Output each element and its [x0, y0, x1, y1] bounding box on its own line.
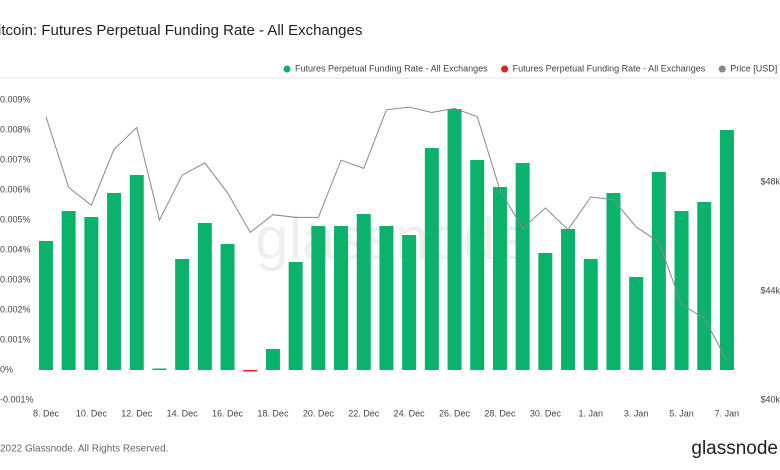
bar	[538, 253, 553, 370]
y2-tick-label: $44k	[760, 285, 780, 295]
x-tick-label: 8. Dec	[33, 408, 60, 418]
y2-tick-label: $48k	[760, 176, 780, 186]
x-tick-label: 14. Dec	[167, 408, 199, 418]
x-tick-label: 7. Jan	[715, 408, 740, 418]
legend-swatch	[718, 65, 726, 73]
chart-title: itcoin: Futures Perpetual Funding Rate -…	[0, 22, 362, 39]
legend-label: Futures Perpetual Funding Rate - All Exc…	[295, 63, 488, 73]
x-tick-label: 18. Dec	[257, 408, 289, 418]
x-tick-label: 1. Jan	[578, 408, 603, 418]
y-tick-label: 0.007%	[0, 154, 31, 164]
bar	[311, 226, 326, 370]
x-tick-label: 20. Dec	[303, 408, 335, 418]
y-tick-label: 0.006%	[0, 184, 31, 194]
x-tick-label: 30. Dec	[530, 408, 562, 418]
bar	[265, 349, 280, 370]
x-tick-label: 26. Dec	[439, 408, 471, 418]
bar	[38, 241, 53, 370]
x-tick-label: 22. Dec	[348, 408, 380, 418]
bar	[379, 226, 394, 370]
bar	[129, 175, 144, 370]
bar	[61, 211, 76, 370]
y-tick-label: 0.004%	[0, 244, 31, 254]
bar	[561, 229, 576, 370]
y-tick-label: -0.001%	[0, 394, 34, 404]
bar	[515, 163, 530, 370]
bar	[152, 368, 167, 370]
bar	[674, 211, 689, 370]
bar	[175, 259, 190, 370]
logo: glassnode	[691, 438, 778, 459]
bar	[719, 130, 734, 370]
legend-label: Price [USD]	[730, 63, 777, 73]
bar	[447, 109, 462, 370]
footer: 2022 Glassnode. All Rights Reserved.	[0, 444, 168, 455]
legend-swatch	[501, 65, 509, 73]
bar	[492, 187, 507, 370]
x-tick-label: 5. Jan	[669, 408, 694, 418]
bar	[84, 217, 99, 370]
x-tick-label: 12. Dec	[121, 408, 153, 418]
x-tick-label: 16. Dec	[212, 408, 244, 418]
bar	[424, 148, 439, 370]
bar	[243, 370, 258, 372]
price-line	[45, 106, 728, 361]
y-tick-label: 0.005%	[0, 214, 31, 224]
y-tick-label: 0.002%	[0, 304, 31, 314]
bar	[288, 262, 303, 370]
x-tick-label: 10. Dec	[76, 408, 108, 418]
bar	[470, 160, 485, 370]
bar	[583, 259, 598, 370]
x-tick-label: 28. Dec	[484, 408, 516, 418]
bar	[334, 226, 349, 370]
bar	[356, 214, 371, 370]
legend-swatch	[283, 65, 291, 73]
bar	[220, 244, 235, 370]
legend-label: Futures Perpetual Funding Rate - All Exc…	[513, 63, 706, 73]
bar	[197, 223, 212, 370]
bar	[107, 193, 122, 370]
y-tick-label: 0.003%	[0, 274, 31, 284]
y2-tick-label: $40k	[760, 394, 780, 404]
bar	[651, 172, 666, 370]
bar	[606, 193, 621, 370]
bar	[697, 202, 712, 370]
bar	[629, 277, 644, 370]
bar	[402, 235, 417, 370]
y-tick-label: 0.009%	[0, 94, 31, 104]
y-tick-label: 0%	[0, 364, 13, 374]
y-tick-label: 0.008%	[0, 124, 31, 134]
x-tick-label: 3. Jan	[624, 408, 649, 418]
y-tick-label: 0.001%	[0, 334, 31, 344]
x-tick-label: 24. Dec	[394, 408, 426, 418]
